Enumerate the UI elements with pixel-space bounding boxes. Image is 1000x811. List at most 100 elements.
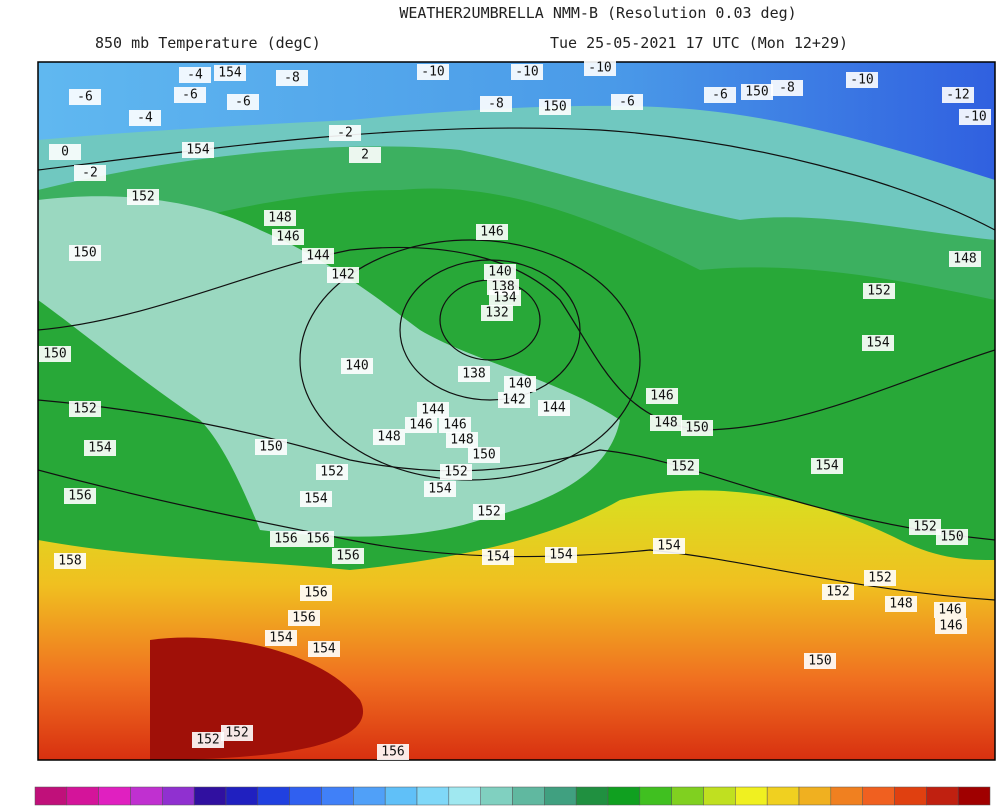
label-box [846, 72, 878, 88]
label-box [822, 584, 854, 600]
label-box [446, 432, 478, 448]
label-box [440, 464, 472, 480]
colorbar-cell [66, 786, 99, 806]
contour-label: -8 [779, 81, 795, 96]
contour-label: 154 [312, 642, 336, 657]
contour-label: 150 [472, 448, 495, 463]
label-box [498, 392, 530, 408]
label-box [489, 290, 521, 306]
contour-label: 152 [131, 190, 154, 205]
contour-label: 152 [671, 460, 694, 475]
contour-label: 150 [808, 654, 831, 669]
contour-label: 154 [815, 459, 839, 474]
contour-label: 152 [444, 465, 467, 480]
label-box [804, 653, 836, 669]
colorbar-cell [926, 786, 959, 806]
label-box [405, 417, 437, 433]
colorbar-cell [98, 786, 131, 806]
colorbar-cell [321, 786, 354, 806]
contour-label: 152 [225, 726, 248, 741]
contour-label: 146 [938, 603, 961, 618]
colorbar-cell [735, 786, 768, 806]
label-box [511, 64, 543, 80]
label-box [667, 459, 699, 475]
colorbar-cell [480, 786, 513, 806]
contour-label: -6 [235, 95, 251, 110]
colorbar [34, 786, 991, 806]
contour-labels: 154-4 -8 -10 -10 -10-10-6 -6 -6-4-8 150 -6 -6 150-… [39, 60, 991, 760]
label-box [39, 346, 71, 362]
label-box [934, 602, 966, 618]
label-box [863, 283, 895, 299]
label-box [288, 610, 320, 626]
label-box [276, 70, 308, 86]
colorbar-cell [353, 786, 386, 806]
contour-label: 140 [508, 377, 531, 392]
contour-label: 154 [866, 336, 890, 351]
label-box [864, 570, 896, 586]
contour-label: 154 [186, 143, 210, 158]
contour-label: 150 [43, 347, 66, 362]
colorbar-cell [416, 786, 450, 806]
contour-label: -10 [515, 65, 538, 80]
label-box [473, 504, 505, 520]
contour-label: 152 [913, 520, 936, 535]
label-box [227, 94, 259, 110]
label-box [327, 267, 359, 283]
contour-label: 150 [73, 246, 96, 261]
valid-time: Tue 25-05-2021 17 UTC (Mon 12+29) [550, 34, 848, 52]
colorbar-cell [766, 786, 800, 806]
contour-label: 154 [486, 550, 510, 565]
contour-label: 156 [336, 549, 359, 564]
contour-label: -6 [619, 95, 635, 110]
label-box [272, 229, 304, 245]
contour-label: -8 [284, 71, 300, 86]
label-box [936, 529, 968, 545]
label-box [129, 110, 161, 126]
label-box [349, 147, 381, 163]
label-box [69, 401, 101, 417]
contour-label: -6 [182, 88, 198, 103]
colorbar-cell [225, 786, 259, 806]
colorbar-cell [512, 786, 545, 806]
label-box [214, 65, 246, 81]
contour-label: 152 [320, 465, 343, 480]
contour-label: 150 [685, 421, 708, 436]
contour-label: 152 [196, 733, 219, 748]
map-title: WEATHER2UMBRELLA NMM-B (Resolution 0.03 … [399, 4, 796, 22]
contour-label: 146 [409, 418, 432, 433]
label-box [316, 464, 348, 480]
contour-label: 150 [543, 100, 566, 115]
label-box [373, 429, 405, 445]
label-box [300, 585, 332, 601]
label-box [417, 402, 449, 418]
contour-label: 156 [381, 745, 404, 760]
colorbar-cell [894, 786, 927, 806]
contour-label: 156 [68, 489, 91, 504]
colorbar-cell [448, 786, 481, 806]
contour-label: 146 [480, 225, 503, 240]
contour-label: 148 [953, 252, 976, 267]
contour-label: -2 [82, 166, 98, 181]
contour-label: 156 [306, 532, 329, 547]
contour-label: 144 [421, 403, 445, 418]
contour-label: 154 [269, 631, 293, 646]
label-box [935, 618, 967, 634]
label-box [476, 224, 508, 240]
contour-label: 156 [292, 611, 315, 626]
label-box [255, 439, 287, 455]
contour-label: 140 [488, 265, 511, 280]
contour-label: 142 [331, 268, 354, 283]
label-box [424, 481, 456, 497]
label-box [480, 96, 512, 112]
label-box [482, 549, 514, 565]
contour-label: -10 [850, 73, 873, 88]
contour-label: -4 [187, 68, 203, 83]
contour-label: 142 [502, 393, 525, 408]
colorbar-cell [957, 786, 991, 806]
contour-label: 0 [61, 145, 69, 160]
contour-label: 150 [745, 85, 768, 100]
label-box [302, 248, 334, 264]
label-box [741, 84, 773, 100]
label-box [64, 488, 96, 504]
